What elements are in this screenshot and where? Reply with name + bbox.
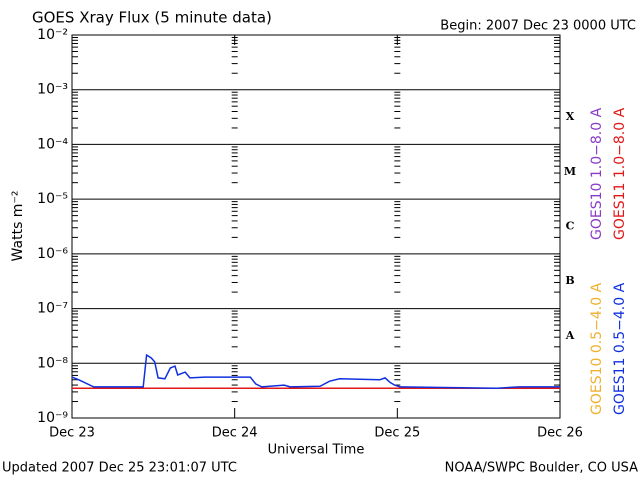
x-tick-label: Dec 23 bbox=[49, 426, 95, 441]
legend-entry: GOES10 0.5−4.0 A bbox=[589, 282, 605, 415]
flare-class-label: X bbox=[566, 110, 575, 123]
footer-left: Updated 2007 Dec 25 23:01:07 UTC bbox=[2, 461, 237, 476]
y-tick-label: 10⁻³ bbox=[37, 82, 68, 98]
flare-class-label: A bbox=[565, 329, 575, 342]
footer-right: NOAA/SWPC Boulder, CO USA bbox=[445, 461, 638, 476]
flare-class-label: C bbox=[566, 220, 575, 233]
y-tick-label: 10⁻⁷ bbox=[37, 301, 68, 317]
y-axis-label: Watts m⁻² bbox=[10, 191, 26, 262]
flare-class-label: B bbox=[565, 274, 574, 287]
chart-title: GOES Xray Flux (5 minute data) bbox=[32, 9, 272, 27]
series-line bbox=[71, 353, 560, 389]
y-tick-label: 10⁻² bbox=[37, 27, 68, 43]
y-tick-label: 10⁻⁴ bbox=[37, 136, 68, 152]
legend-entry: GOES11 0.5−4.0 A bbox=[612, 282, 628, 415]
y-tick-label: 10⁻⁸ bbox=[37, 355, 68, 371]
y-tick-label: 10⁻⁹ bbox=[37, 410, 68, 426]
x-tick-label: Dec 24 bbox=[212, 426, 258, 441]
chart-subtitle: Begin: 2007 Dec 23 0000 UTC bbox=[440, 19, 636, 34]
legend-entry: GOES10 1.0−8.0 A bbox=[589, 107, 605, 240]
x-axis-label: Universal Time bbox=[268, 443, 365, 458]
y-tick-label: 10⁻⁶ bbox=[37, 246, 68, 262]
y-tick-label: 10⁻⁵ bbox=[37, 191, 68, 207]
legend-entry: GOES11 1.0−8.0 A bbox=[612, 107, 628, 240]
flare-class-label: M bbox=[564, 165, 576, 178]
x-tick-label: Dec 26 bbox=[537, 426, 583, 441]
plot-frame bbox=[71, 34, 561, 419]
x-tick-label: Dec 25 bbox=[374, 426, 420, 441]
